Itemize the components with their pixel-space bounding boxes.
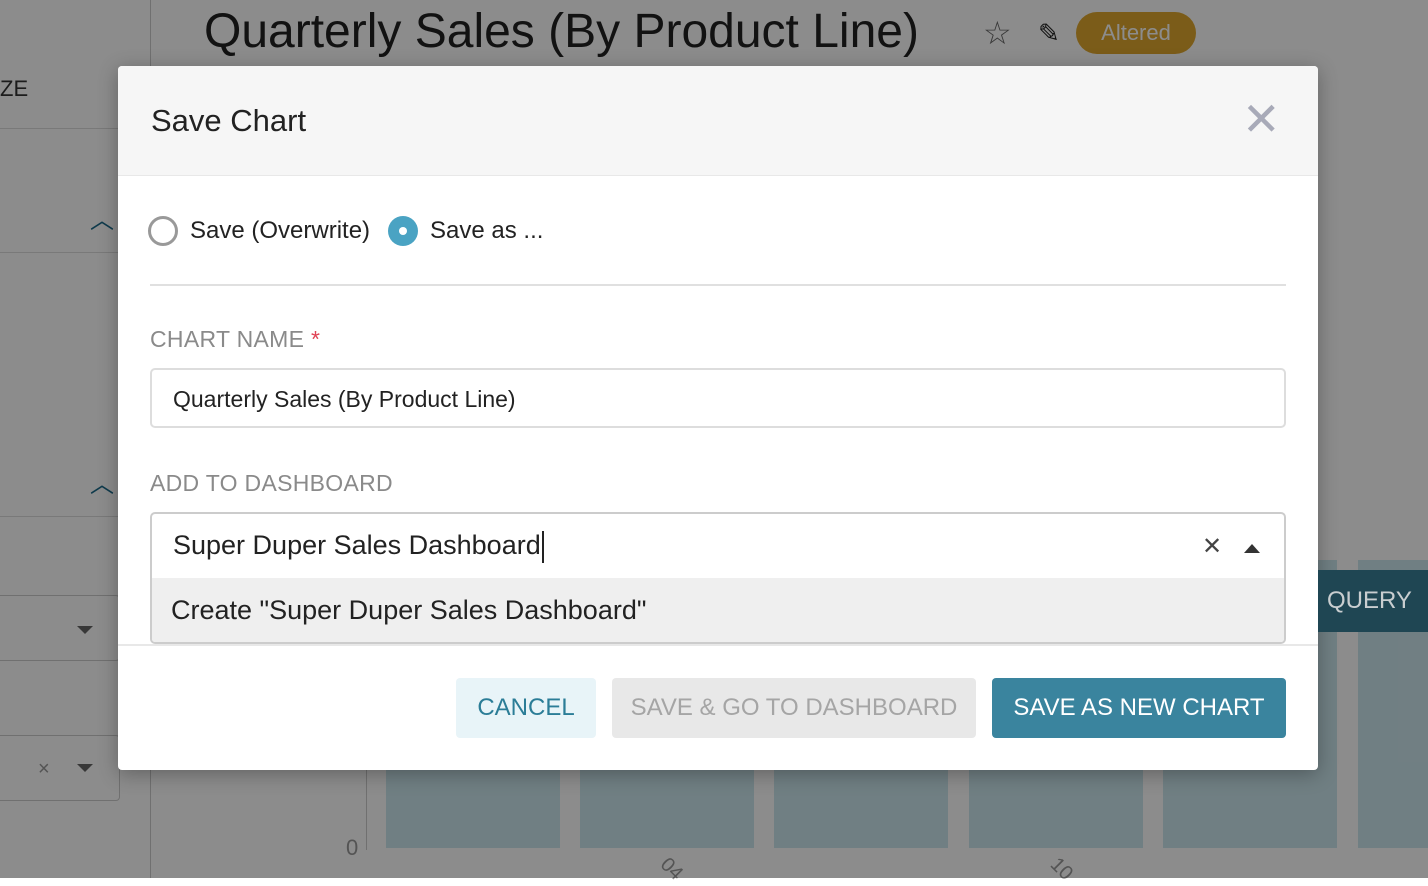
clear-icon[interactable]: × [38,758,50,780]
save-chart-modal: Save Chart ✕ Save (Overwrite) Save as ..… [118,66,1318,770]
caret-down-icon [77,626,93,634]
save-go-to-dashboard-button[interactable]: SAVE & GO TO DASHBOARD [612,678,976,738]
create-dashboard-option[interactable]: Create "Super Duper Sales Dashboard" [152,578,1284,642]
chart-name-label: CHART NAME * [150,326,320,353]
dashboard-label: ADD TO DASHBOARD [150,470,393,496]
chart-name-label-text: CHART NAME [150,326,305,352]
run-query-button[interactable]: QUERY [1318,570,1428,632]
radio-overwrite[interactable] [148,216,178,246]
required-mark: * [310,326,321,352]
divider [0,516,150,517]
y-tick: 0 [346,835,359,860]
modal-header: Save Chart ✕ [118,66,1318,176]
clear-icon[interactable]: ✕ [1202,533,1223,560]
divider [0,128,150,129]
chart-title: Quarterly Sales (By Product Line) [204,5,919,58]
star-icon[interactable]: ☆ [983,15,1012,51]
dashboard-input-text: Super Duper Sales Dashboard [173,530,541,560]
radio-save-as-label[interactable]: Save as ... [430,217,544,244]
save-as-new-chart-button[interactable]: SAVE AS NEW CHART [992,678,1286,738]
radio-save-as[interactable] [388,216,419,246]
chevron-up-icon[interactable]: ︿ [90,471,114,498]
save-mode-radio-group: Save (Overwrite) Save as ... [148,216,561,246]
dashboard-select[interactable]: Super Duper Sales Dashboard ✕ Create "Su… [150,512,1286,644]
cancel-button[interactable]: CANCEL [456,678,596,738]
radio-overwrite-label[interactable]: Save (Overwrite) [190,217,371,244]
modal-title: Save Chart [151,103,307,138]
caret-down-icon [77,764,93,772]
dashboard-search-input[interactable]: Super Duper Sales Dashboard [173,530,544,563]
chart-name-input[interactable]: Quarterly Sales (By Product Line) [150,368,1286,428]
section-label: ZE [0,76,29,101]
text-cursor [541,530,544,563]
divider [150,284,1286,286]
status-badge: Altered [1076,12,1196,54]
caret-up-icon[interactable] [1244,544,1260,553]
edit-icon[interactable]: ✎ [1038,18,1060,48]
divider [0,252,150,253]
modal-footer [118,644,1318,646]
close-icon[interactable]: ✕ [1242,93,1281,145]
chevron-up-icon[interactable]: ︿ [90,207,114,234]
